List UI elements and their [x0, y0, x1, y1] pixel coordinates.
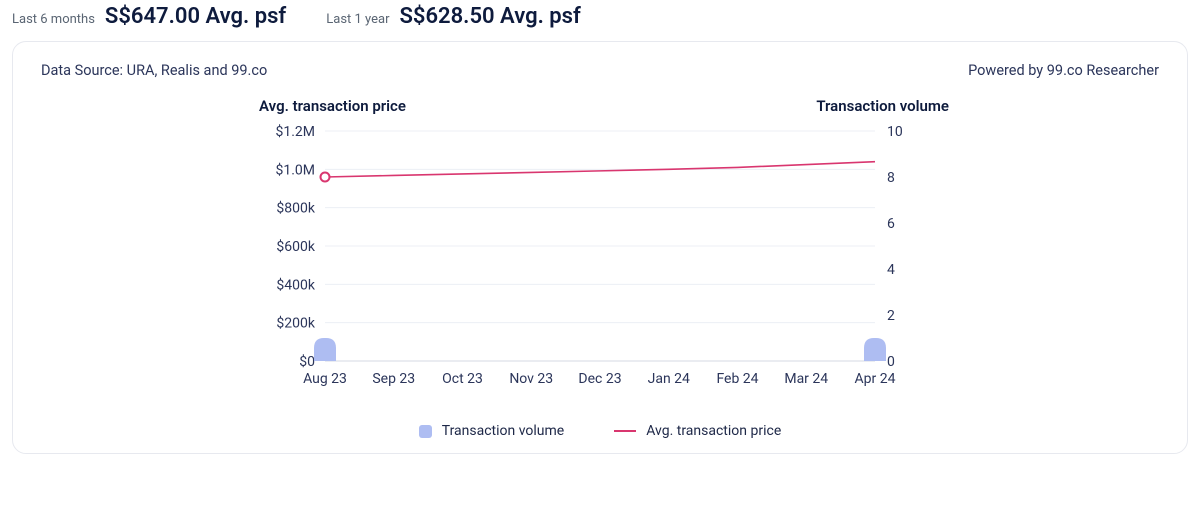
svg-text:8: 8: [887, 170, 895, 186]
legend-price-label: Avg. transaction price: [646, 423, 781, 439]
right-axis-title: Transaction volume: [816, 97, 949, 115]
svg-text:Apr 24: Apr 24: [855, 371, 896, 387]
legend-line-swatch: [614, 430, 636, 432]
svg-text:$0: $0: [299, 353, 315, 370]
svg-text:Mar 24: Mar 24: [784, 371, 828, 387]
summary-6m-label: Last 6 months: [12, 12, 95, 27]
chart-card: Data Source: URA, Realis and 99.co Power…: [12, 41, 1188, 454]
legend-volume: Transaction volume: [419, 423, 565, 439]
svg-text:$600k: $600k: [276, 238, 315, 255]
svg-text:4: 4: [887, 262, 895, 278]
powered-by-text: Powered by 99.co Researcher: [968, 62, 1159, 79]
svg-text:2: 2: [887, 308, 895, 324]
card-header: Data Source: URA, Realis and 99.co Power…: [41, 62, 1159, 79]
svg-text:$800k: $800k: [276, 200, 315, 217]
price-marker: [321, 173, 330, 182]
volume-bar: [864, 338, 886, 361]
svg-text:Nov 23: Nov 23: [509, 371, 553, 387]
svg-text:Sep 23: Sep 23: [372, 371, 415, 387]
svg-text:$200k: $200k: [276, 315, 315, 332]
summary-row: Last 6 months S$647.00 Avg. psf Last 1 y…: [12, 0, 1188, 41]
svg-text:Feb 24: Feb 24: [716, 371, 758, 387]
summary-1y: Last 1 year S$628.50 Avg. psf: [326, 4, 581, 29]
data-source-text: Data Source: URA, Realis and 99.co: [41, 62, 267, 79]
legend-bar-swatch: [419, 425, 432, 438]
summary-6m-value: S$647.00 Avg. psf: [105, 4, 286, 29]
summary-1y-label: Last 1 year: [326, 12, 389, 27]
legend-volume-label: Transaction volume: [442, 423, 565, 439]
legend-price: Avg. transaction price: [614, 423, 781, 439]
svg-text:$1.0M: $1.0M: [275, 161, 315, 178]
svg-text:$1.2M: $1.2M: [275, 123, 315, 140]
svg-text:$400k: $400k: [276, 276, 315, 293]
left-axis-title: Avg. transaction price: [259, 97, 406, 115]
summary-1y-value: S$628.50 Avg. psf: [399, 4, 580, 29]
axis-titles-row: Avg. transaction price Transaction volum…: [41, 97, 1159, 121]
volume-bar: [314, 338, 336, 361]
svg-text:Oct 23: Oct 23: [442, 371, 483, 387]
svg-text:6: 6: [887, 216, 895, 232]
chart-legend: Transaction volume Avg. transaction pric…: [41, 411, 1159, 439]
price-volume-chart: $0 $200k $400k $600k $800k $1.0M $1.2M 0 2 4 6 8 10 A…: [235, 121, 965, 411]
svg-text:Aug 23: Aug 23: [303, 371, 347, 387]
svg-text:0: 0: [887, 354, 895, 370]
svg-text:10: 10: [887, 124, 903, 140]
summary-6m: Last 6 months S$647.00 Avg. psf: [12, 4, 286, 29]
svg-text:Jan 24: Jan 24: [648, 371, 690, 387]
svg-text:Dec 23: Dec 23: [578, 371, 621, 387]
